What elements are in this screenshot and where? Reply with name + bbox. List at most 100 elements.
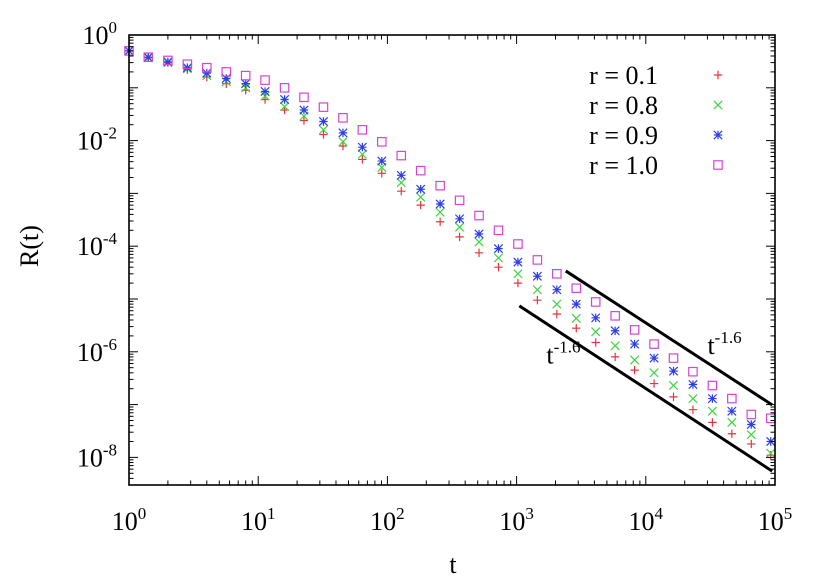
data-marks (124, 46, 776, 460)
data-point (319, 130, 328, 139)
y-axis-title: R(t) (15, 225, 44, 267)
data-point (493, 253, 504, 263)
data-point (493, 225, 504, 236)
data-point (610, 352, 620, 362)
data-point (397, 187, 406, 196)
data-point (688, 405, 698, 414)
y-tick-label: 10-8 (77, 440, 117, 472)
data-point (747, 439, 756, 449)
x-tick-label: 103 (499, 504, 534, 536)
data-point (591, 313, 601, 323)
data-point (591, 338, 600, 347)
data-point (572, 323, 581, 333)
data-point (279, 82, 290, 93)
data-point (143, 52, 154, 62)
data-point (338, 113, 348, 123)
data-point (396, 150, 407, 161)
data-point (454, 214, 465, 224)
data-point (143, 52, 153, 62)
reference-label-2: t-1.6 (546, 338, 580, 370)
data-point (707, 393, 718, 404)
axes: 100 101 102 103 104 105 100 10-2 10-4 10-6 10-8 (77, 18, 792, 536)
data-point (629, 325, 640, 335)
data-point (396, 170, 406, 180)
data-point (435, 199, 445, 209)
data-point (318, 102, 329, 112)
data-point (708, 418, 717, 427)
data-point (591, 327, 601, 337)
legend: r = 0.1r = 0.8r = 0.9r = 1.0 (589, 61, 723, 180)
data-point (610, 311, 620, 321)
data-point (649, 379, 659, 388)
legend-marker (713, 160, 723, 170)
y-tick-label: 10-6 (77, 335, 117, 367)
data-point (202, 68, 212, 78)
data-point (260, 91, 270, 101)
data-point (338, 141, 348, 151)
data-point (669, 392, 678, 402)
data-point (358, 155, 367, 164)
data-point (415, 165, 426, 176)
data-point (338, 137, 348, 147)
data-point (649, 339, 659, 349)
legend-label: r = 0.1 (589, 61, 658, 90)
data-point (221, 73, 231, 84)
y-tick-label: 10-4 (77, 229, 118, 261)
data-point (299, 116, 309, 125)
data-point (260, 86, 270, 97)
x-tick-label: 105 (758, 504, 793, 536)
x-tick-label: 100 (112, 504, 147, 536)
legend-label: r = 1.0 (589, 151, 658, 180)
data-point (727, 429, 737, 438)
data-point (629, 339, 640, 349)
data-point (299, 92, 309, 103)
data-point (396, 177, 406, 188)
data-point (454, 222, 465, 232)
data-point (182, 63, 192, 73)
data-point (552, 309, 562, 319)
legend-label: r = 0.8 (589, 91, 658, 120)
data-point (571, 299, 581, 309)
data-point (435, 217, 445, 226)
data-point (688, 379, 698, 390)
data-point (765, 413, 776, 424)
data-point (416, 184, 426, 194)
data-point (376, 136, 387, 147)
data-point (299, 105, 309, 115)
series-2 (124, 46, 776, 458)
y-tick-label: 10-2 (77, 124, 117, 156)
data-point (435, 180, 445, 191)
data-point (746, 419, 756, 430)
data-point (513, 278, 523, 288)
data-point (260, 75, 270, 85)
legend-marker (713, 100, 723, 110)
data-point (649, 368, 659, 378)
data-point (416, 200, 425, 210)
data-point (668, 380, 679, 391)
data-point (532, 285, 542, 295)
legend-marker (713, 70, 723, 80)
data-point (357, 125, 368, 135)
data-point (727, 417, 737, 428)
data-point (727, 393, 737, 404)
data-point (688, 393, 698, 404)
legend-marker (713, 130, 723, 140)
data-point (494, 263, 503, 272)
reference-lines: t-1.6 t-1.6 (518, 269, 773, 473)
data-point (766, 451, 775, 460)
data-point (454, 195, 465, 206)
data-point (455, 232, 464, 242)
data-point (201, 62, 212, 73)
data-point (163, 55, 173, 66)
reference-line-1 (564, 269, 773, 407)
series-4 (124, 46, 776, 424)
data-point (532, 255, 543, 265)
data-point (532, 271, 542, 281)
data-point (338, 128, 348, 138)
data-point (707, 380, 718, 391)
data-point (610, 326, 620, 336)
data-point (493, 243, 504, 254)
data-point (707, 406, 718, 416)
data-point (182, 59, 193, 69)
data-point (727, 406, 737, 416)
